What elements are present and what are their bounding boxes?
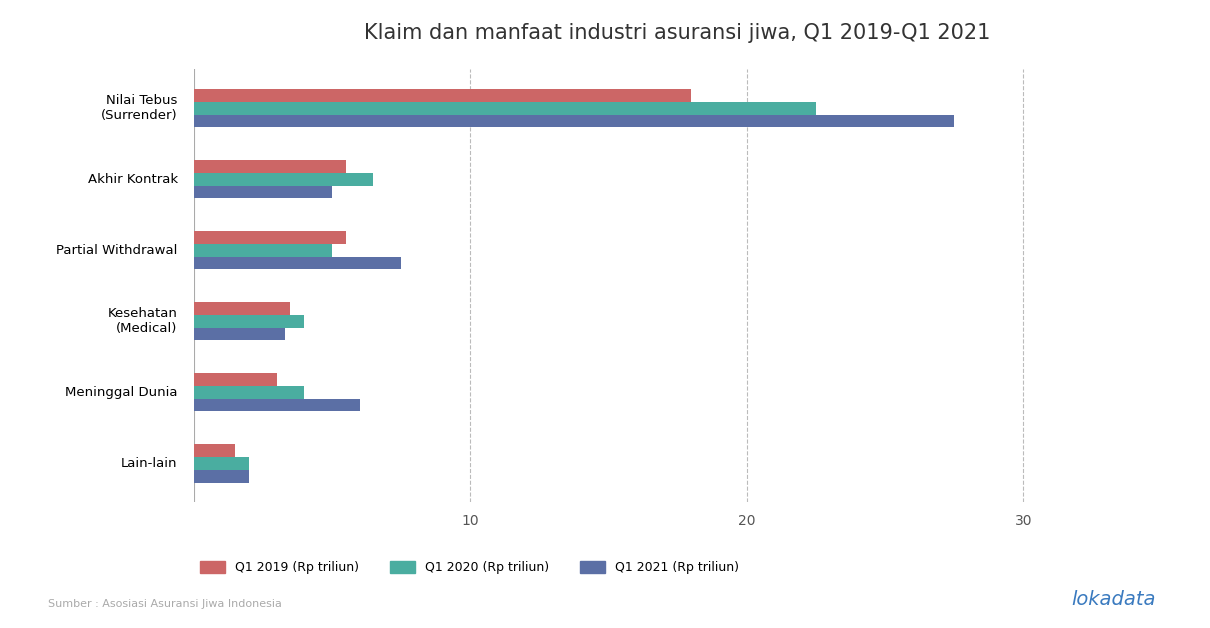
Bar — [194, 386, 304, 399]
Bar — [194, 186, 332, 198]
Text: Sumber : Asosiasi Asuransi Jiwa Indonesia: Sumber : Asosiasi Asuransi Jiwa Indonesi… — [48, 599, 282, 609]
Bar — [194, 470, 249, 482]
Bar — [194, 315, 304, 328]
Bar — [194, 373, 277, 386]
Bar — [194, 173, 374, 186]
Bar — [194, 102, 816, 114]
Legend: Q1 2019 (Rp triliun), Q1 2020 (Rp triliun), Q1 2021 (Rp triliun): Q1 2019 (Rp triliun), Q1 2020 (Rp triliu… — [200, 561, 739, 574]
Title: Klaim dan manfaat industri asuransi jiwa, Q1 2019-Q1 2021: Klaim dan manfaat industri asuransi jiwa… — [364, 23, 991, 43]
Bar — [194, 244, 332, 257]
Bar — [194, 444, 235, 457]
Bar — [194, 399, 359, 411]
Bar — [194, 160, 346, 173]
Bar — [194, 89, 691, 102]
Bar — [194, 457, 249, 470]
Bar — [194, 231, 346, 244]
Bar — [194, 328, 284, 340]
Bar — [194, 114, 955, 127]
Bar — [194, 257, 401, 269]
Text: lokadata: lokadata — [1071, 590, 1156, 609]
Bar — [194, 302, 290, 315]
